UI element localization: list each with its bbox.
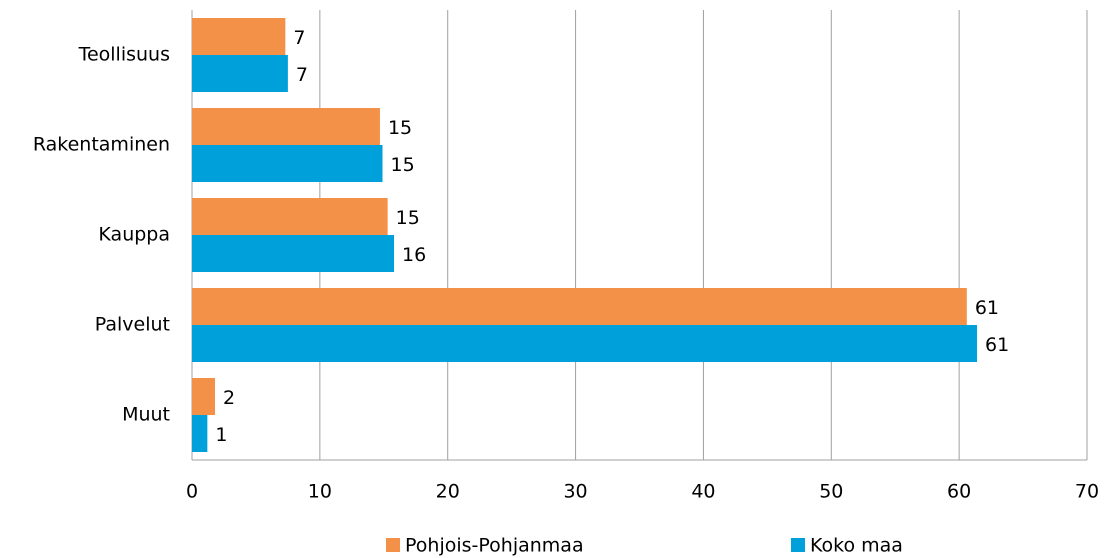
y-tick-label: Kauppa [98, 224, 170, 246]
x-tick-label: 20 [436, 481, 460, 503]
x-tick-label: 60 [947, 481, 971, 503]
bar [192, 378, 216, 415]
bar [192, 198, 388, 235]
bar [192, 18, 286, 55]
data-label: 16 [402, 244, 426, 266]
x-tick-label: 10 [308, 481, 332, 503]
data-label: 15 [388, 117, 412, 139]
legend-swatch [386, 538, 400, 552]
data-label: 7 [296, 64, 308, 86]
y-tick-label: Rakentaminen [33, 134, 170, 156]
bar [192, 55, 288, 92]
y-tick-label: Teollisuus [78, 44, 170, 66]
y-tick-label: Palvelut [95, 314, 170, 336]
bar [192, 108, 380, 145]
data-label: 15 [391, 154, 415, 176]
x-tick-label: 0 [186, 481, 198, 503]
data-label: 61 [985, 334, 1009, 356]
legend-label: Pohjois-Pohjanmaa [405, 535, 584, 557]
bar [192, 415, 208, 452]
x-tick-label: 70 [1075, 481, 1099, 503]
bar [192, 235, 395, 272]
legend-swatch [791, 538, 805, 552]
x-tick-label: 50 [819, 481, 843, 503]
y-tick-label: Muut [122, 404, 170, 426]
bar [192, 325, 978, 362]
data-label: 61 [975, 297, 999, 319]
data-label: 1 [215, 424, 227, 446]
legend-label: Koko maa [810, 535, 903, 557]
data-label: 15 [396, 207, 420, 229]
data-label: 7 [293, 27, 305, 49]
data-label: 2 [223, 387, 235, 409]
x-tick-label: 30 [563, 481, 587, 503]
x-tick-label: 40 [691, 481, 715, 503]
bar [192, 288, 967, 325]
bar [192, 145, 383, 182]
